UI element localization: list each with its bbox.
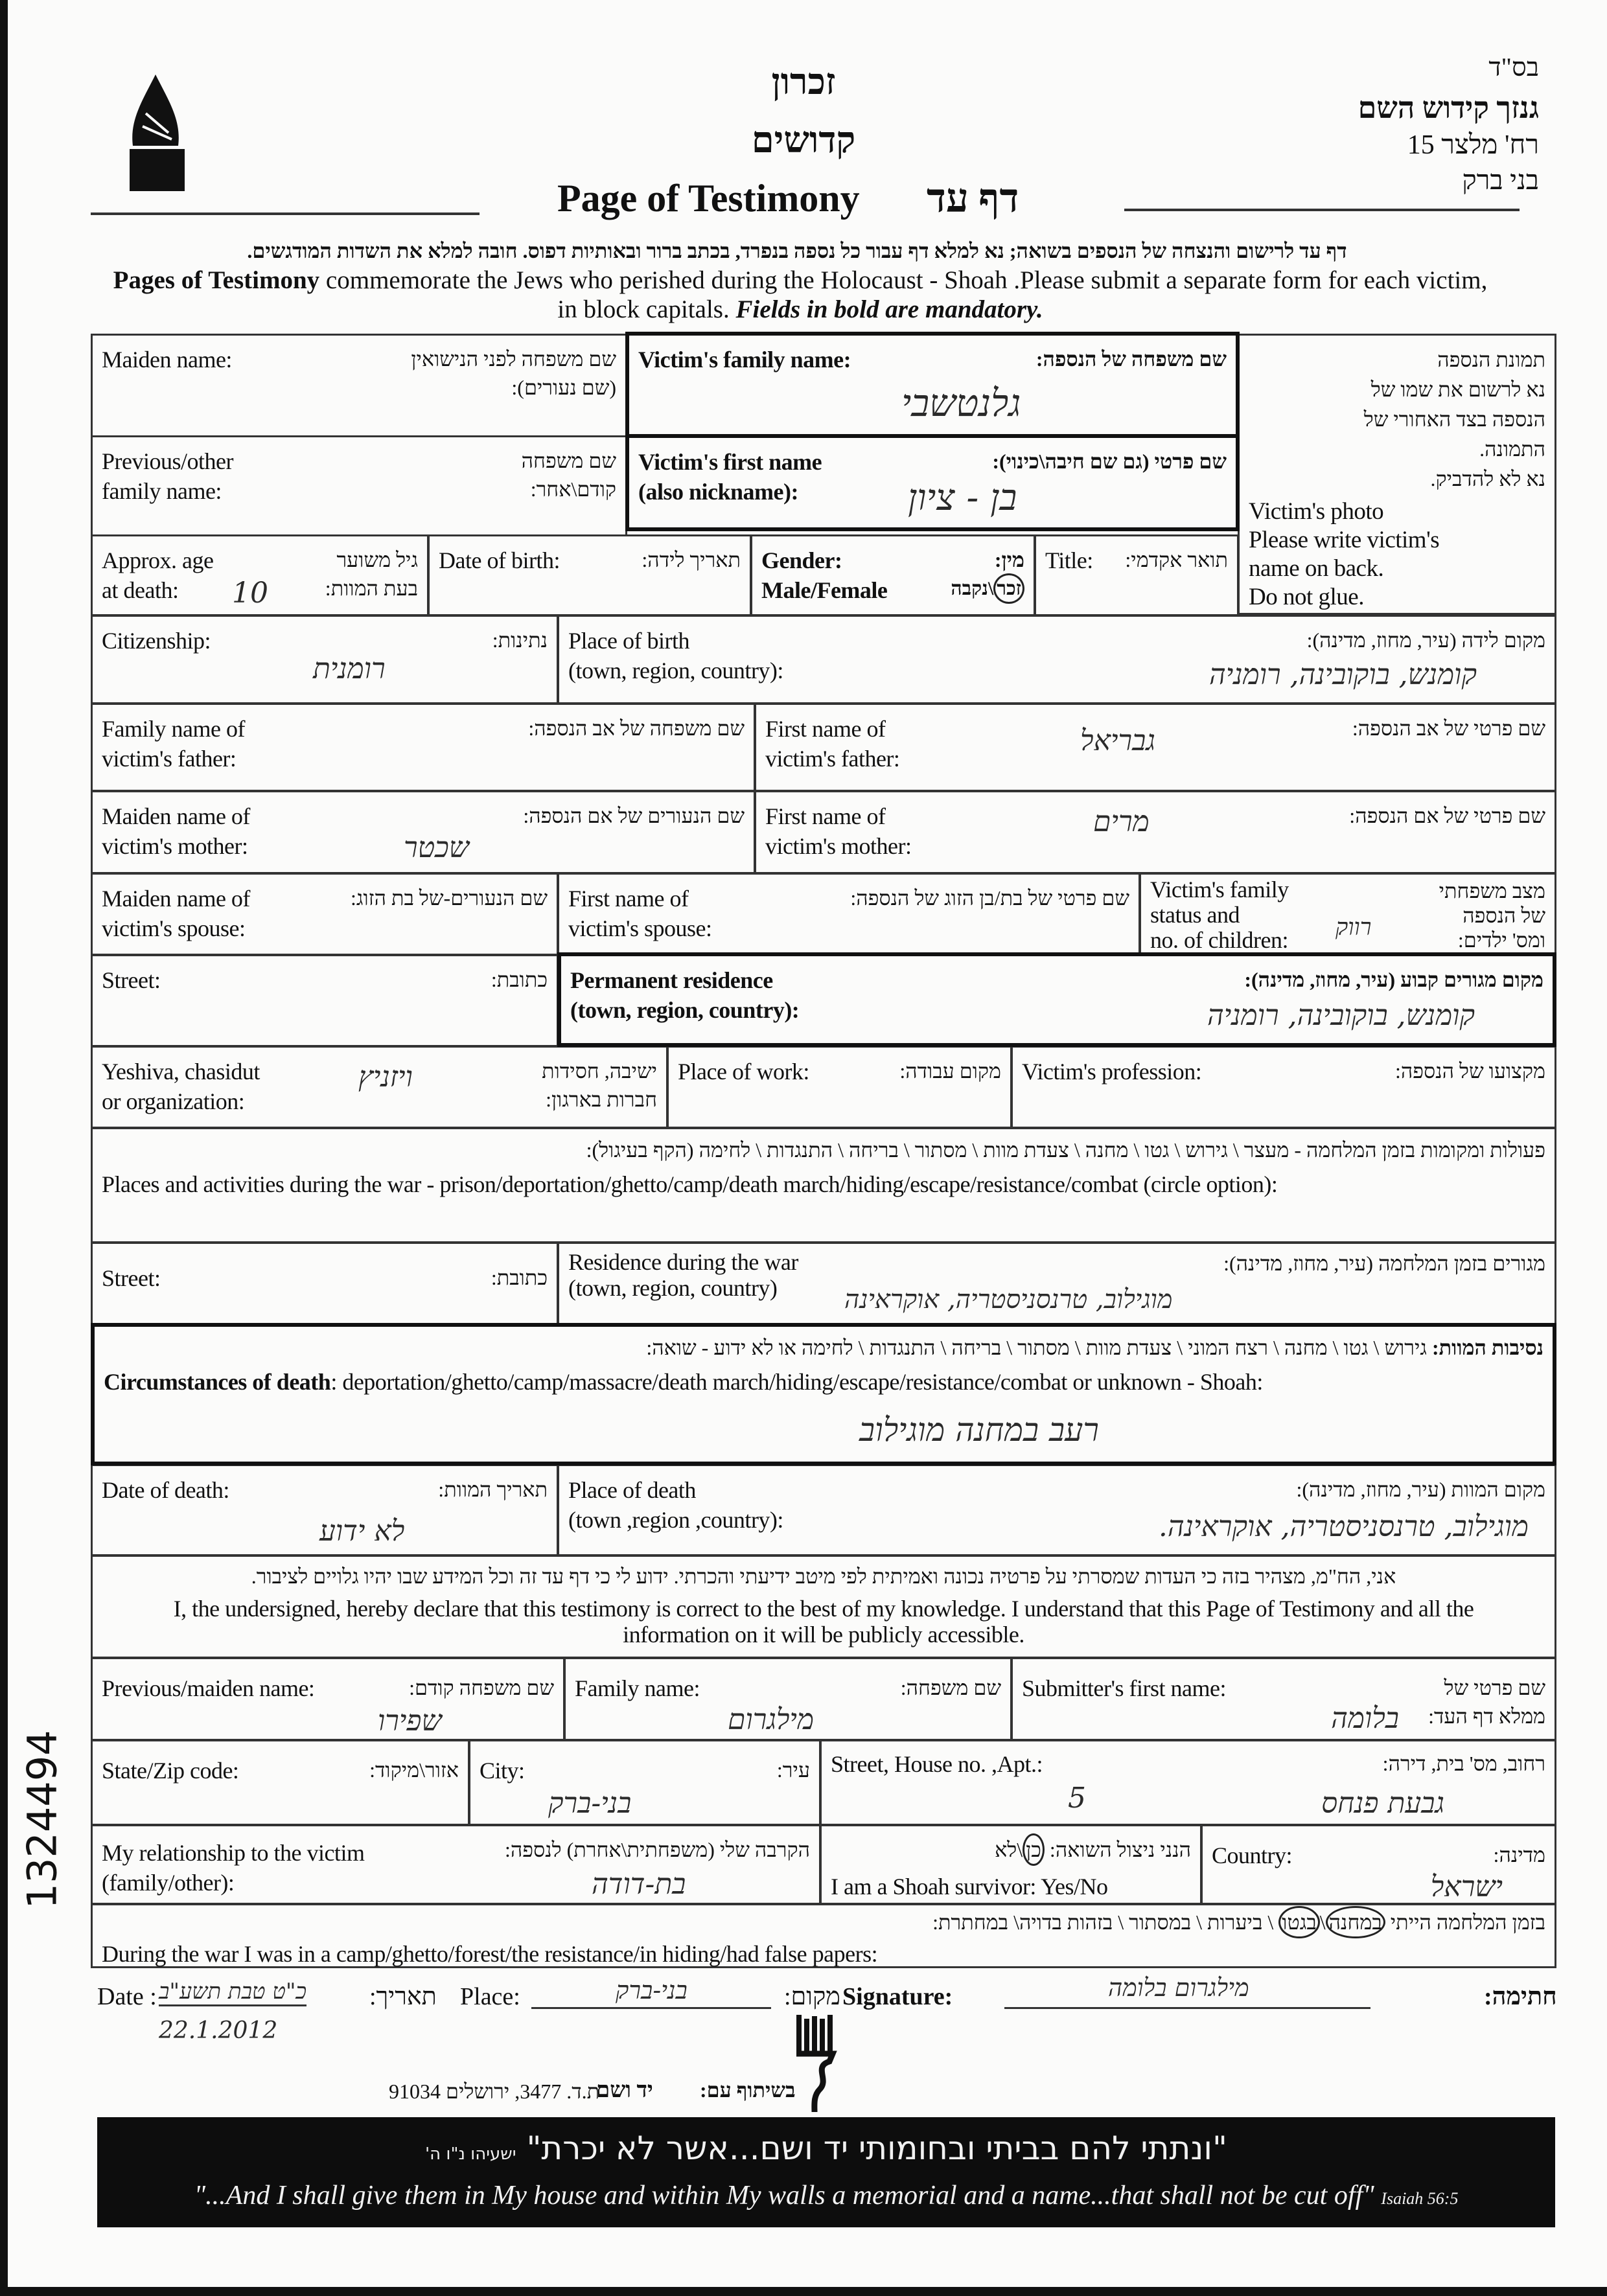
zikaron-title: זכרון bbox=[771, 62, 836, 102]
intro-en-bold: Pages of Testimony bbox=[113, 266, 320, 294]
submitter-first-name-field[interactable]: Submitter's first name: שם פרטי של ממלא ד… bbox=[1011, 1657, 1556, 1741]
signature-value: מילגרום בלומה bbox=[1108, 1973, 1249, 2002]
family-status-field[interactable]: Victim's family status and no. of childr… bbox=[1139, 873, 1556, 956]
war-street-field[interactable]: Street: כתובת: bbox=[91, 1242, 559, 1325]
city-field[interactable]: City: עיר: בני-ברק bbox=[468, 1739, 821, 1826]
citizenship-field[interactable]: Citizenship: נתינות: רומנית bbox=[91, 615, 559, 704]
relationship-field[interactable]: My relationship to the victim (family/ot… bbox=[91, 1824, 821, 1905]
page-title: Page of Testimony bbox=[557, 177, 860, 220]
circumstances-of-death-field[interactable]: נסיבות המוות: גירוש \ גטו \ מחנה \ רצח ה… bbox=[91, 1323, 1556, 1465]
date-of-death-field[interactable]: Date of death: תאריך המוות: לא ידוע bbox=[91, 1464, 559, 1556]
father-first-name-field[interactable]: First name of victim's father: שם פרטי של… bbox=[754, 703, 1556, 792]
page-title-he: דף עד bbox=[927, 177, 1019, 221]
header-rule-left bbox=[91, 212, 480, 215]
kedoshim-title: קדושים bbox=[751, 121, 856, 161]
signature-row: Date : כ"ט טבת תשע"ב תאריך: 22.1.2012 Pl… bbox=[97, 1973, 1557, 2044]
profession-field[interactable]: Victim's profession: מקצועו של הנספה: bbox=[1011, 1046, 1556, 1129]
survivor-option-yes[interactable]: כן bbox=[1023, 1833, 1045, 1866]
victim-photo-box[interactable]: תמונת הנספה נא לרשום את שמו של הנספה בצד… bbox=[1238, 334, 1556, 615]
title-field[interactable]: Title: תואר אקדמי: bbox=[1034, 534, 1239, 616]
declaration: אני, הח"מ, מצהיר בזה כי העדות שמסרתי על … bbox=[91, 1555, 1556, 1659]
father-family-name-field[interactable]: Family name of victim's father: שם משפחה … bbox=[91, 703, 756, 792]
org-line-2: גנזך קידוש השם bbox=[1358, 91, 1539, 124]
country-field[interactable]: Country: מדינה: ישראל bbox=[1201, 1824, 1556, 1905]
intro-en: Pages of Testimony commemorate the Jews … bbox=[104, 266, 1497, 324]
permanent-residence-field[interactable]: Permanent residence (town, region, count… bbox=[557, 952, 1556, 1047]
signature-line[interactable] bbox=[1004, 2007, 1370, 2009]
scan-edge-bottom bbox=[0, 2287, 1607, 2296]
mother-first-name-field[interactable]: First name of victim's mother: שם פרטי של… bbox=[754, 790, 1556, 874]
submitter-previous-name-field[interactable]: Previous/maiden name: שם משפחה קודם: שפירו bbox=[91, 1657, 565, 1741]
war-option-camp[interactable]: במחנה bbox=[1325, 1906, 1385, 1938]
quote-hebrew: "ונתתי להם בביתי ובחומותי יד ושם...אשר ל… bbox=[526, 2130, 1227, 2167]
org-line-4: בני ברק bbox=[1462, 166, 1539, 196]
street-field[interactable]: Street: כתובת: bbox=[91, 954, 559, 1047]
quote-english-ref: Isaiah 56:5 bbox=[1381, 2189, 1459, 2208]
partner-label: בשיתוף עם: bbox=[700, 2078, 796, 2102]
places-activities-field[interactable]: פעולות ומקומות בזמן המלחמה - מעצר \ גירו… bbox=[91, 1127, 1556, 1243]
during-war-field[interactable]: בזמן המלחמה הייתי במחנה\בגטו \ ביערות \ … bbox=[91, 1903, 1556, 1968]
zip-code-field[interactable]: State/Zip code: אזור\מיקוד: bbox=[91, 1739, 470, 1826]
gender-option-male[interactable]: זכר bbox=[993, 573, 1024, 604]
date-of-birth-field[interactable]: Date of birth: תאריך לידה: bbox=[428, 534, 752, 616]
age-at-death-field[interactable]: Approx. age at death: גיל משוער בעת המוות… bbox=[91, 534, 429, 616]
scan-edge bbox=[0, 0, 8, 2296]
war-option-ghetto[interactable]: בגטו bbox=[1278, 1906, 1320, 1938]
spouse-maiden-name-field[interactable]: Maiden name of victim's spouse: שם הנעורי… bbox=[91, 873, 559, 956]
victim-family-name-value: גלנטשבי bbox=[901, 381, 1021, 425]
date-gregorian-value: 22.1.2012 bbox=[159, 2017, 278, 2044]
survivor-option-no[interactable]: לא bbox=[995, 1838, 1017, 1861]
org-line-3: רח' מלצר 15 bbox=[1407, 130, 1539, 160]
intro-en-mandatory: Fields in bold are mandatory. bbox=[735, 295, 1043, 323]
shoah-survivor-field[interactable]: הנני ניצול השואה: כן\לא I am a Shoah sur… bbox=[820, 1824, 1202, 1905]
header-rule-right bbox=[1124, 209, 1520, 211]
org-line-1: בס"ד bbox=[1488, 52, 1539, 82]
yad-vashem-name: יד ושם bbox=[596, 2078, 653, 2102]
mother-maiden-name-field[interactable]: Maiden name of victim's mother: שם הנעורי… bbox=[91, 790, 756, 874]
date-hebrew-value[interactable]: כ"ט טבת תשע"ב bbox=[159, 1979, 307, 2006]
previous-family-name-field[interactable]: Previous/other family name: שם משפחה קודם… bbox=[91, 435, 627, 536]
side-record-number: 1324494 bbox=[18, 1730, 66, 1909]
intro-he: דף עד לרישום והנצחה של הנספים בשואה; נא … bbox=[247, 239, 1347, 262]
maiden-name-field[interactable]: Maiden name: שם משפחה לפני הנישואין (שם נ… bbox=[91, 334, 627, 437]
yad-vashem-logo bbox=[794, 2015, 839, 2113]
intro-en-text: commemorate the Jews who perished during… bbox=[319, 266, 1488, 323]
street-address-field[interactable]: Street, House no. ,Apt.: רחוב, מס' בית, ד… bbox=[820, 1739, 1556, 1826]
place-of-birth-field[interactable]: Place of birth (town, region, country): מ… bbox=[557, 615, 1556, 704]
quote-english: "...And I shall give them in My house an… bbox=[194, 2181, 1374, 2210]
victim-first-name-field[interactable]: Victim's first name (also nickname): שם פ… bbox=[625, 434, 1240, 531]
gender-option-female[interactable]: נקבה bbox=[951, 578, 988, 599]
yad-vashem-address: ת.ד. 3477, ירושלים 91034 bbox=[389, 2080, 600, 2103]
victim-first-name-value: בן - ציון bbox=[908, 477, 1017, 519]
quote-banner: "ונתתי להם בביתי ובחומותי יד ושם...אשר ל… bbox=[97, 2117, 1555, 2227]
flame-logo bbox=[117, 75, 194, 191]
place-of-death-field[interactable]: Place of death (town ,region ,country): מ… bbox=[557, 1464, 1556, 1556]
submitter-family-name-field[interactable]: Family name: שם משפחה: מילגרום bbox=[564, 1657, 1012, 1741]
spouse-first-name-field[interactable]: First name of victim's spouse: שם פרטי של… bbox=[557, 873, 1140, 956]
victim-family-name-field[interactable]: Victim's family name: שם משפחה של הנספה: ג… bbox=[625, 332, 1240, 438]
yeshiva-field[interactable]: Yeshiva, chasidut or organization: ישיבה,… bbox=[91, 1046, 668, 1129]
place-of-work-field[interactable]: Place of work: מקום עבודה: bbox=[667, 1046, 1012, 1129]
gender-field[interactable]: Gender: Male/Female מין: זכר\נקבה bbox=[750, 534, 1035, 616]
place-value: בני-ברק bbox=[616, 1976, 688, 2004]
war-residence-field[interactable]: Residence during the war (town, region, … bbox=[557, 1242, 1556, 1325]
place-line[interactable] bbox=[531, 2007, 771, 2009]
quote-hebrew-ref: ישעיהו נ"ו ה' bbox=[425, 2144, 516, 2164]
